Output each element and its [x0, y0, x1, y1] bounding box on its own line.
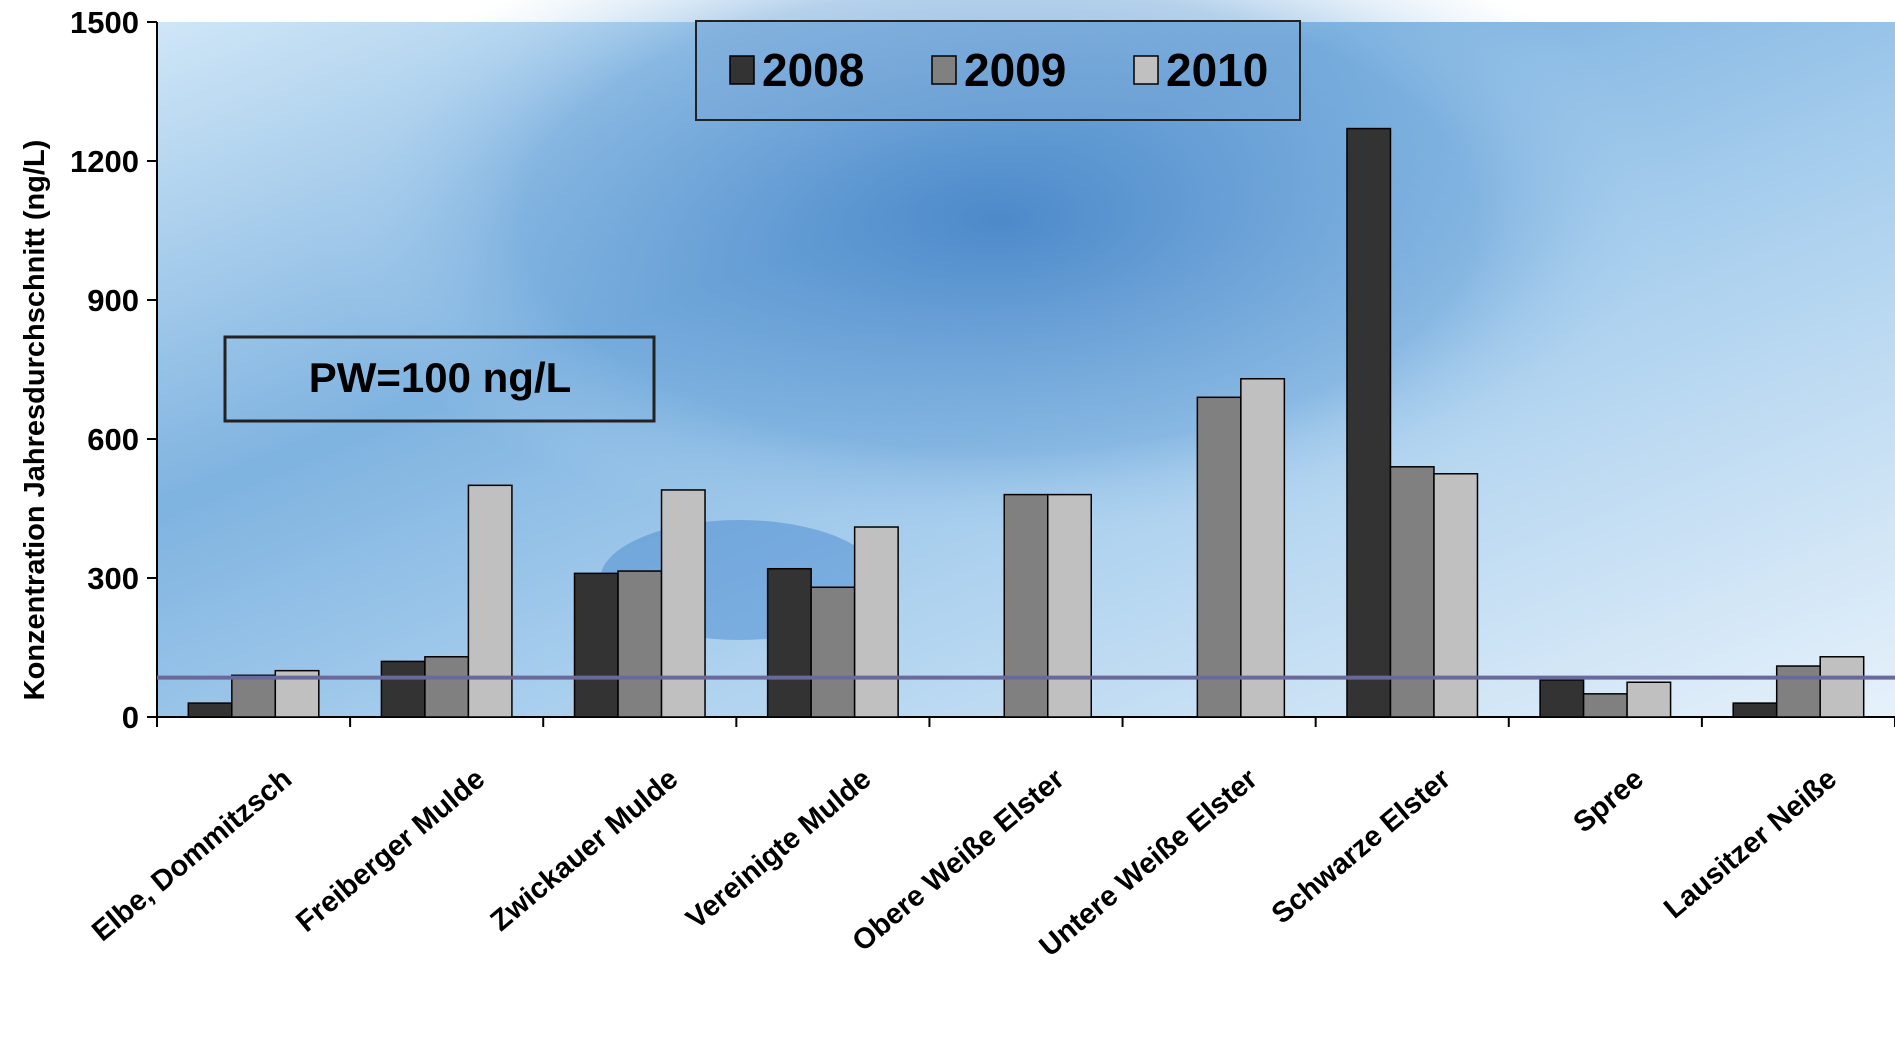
- bar: [424, 656, 470, 718]
- bar: [467, 484, 513, 718]
- x-tick-label: Untere Weiße Elster: [1034, 763, 1264, 963]
- legend-swatch: [1133, 55, 1159, 85]
- x-tick-label: Spree: [1568, 763, 1650, 839]
- x-tick-label: Elbe, Dommitzsch: [86, 763, 298, 948]
- legend-swatch: [931, 55, 957, 85]
- bar: [1047, 493, 1092, 718]
- y-axis-title: Konzentration Jahresdurchschnitt (ng/L): [19, 140, 51, 701]
- bar: [231, 674, 277, 718]
- bar: [617, 570, 663, 718]
- annotation: PW=100 ng/L: [309, 354, 572, 401]
- bar: [1582, 693, 1628, 718]
- y-tick-label: 1200: [70, 144, 139, 179]
- x-tick-label: Freiberger Mulde: [290, 763, 491, 939]
- bar: [766, 567, 812, 718]
- bar: [573, 572, 619, 718]
- bar: [1346, 127, 1392, 718]
- legend-label: 2008: [762, 44, 864, 96]
- bar: [1003, 493, 1049, 718]
- bar: [1626, 681, 1672, 718]
- x-tick-label: Lausitzer Neiße: [1658, 763, 1843, 925]
- bar: [1196, 396, 1242, 718]
- legend: [695, 20, 1301, 121]
- bar: [810, 586, 856, 718]
- bar: [1389, 466, 1435, 718]
- legend-label: 2009: [964, 44, 1066, 96]
- bar: [1240, 378, 1286, 718]
- y-tick-label: 900: [87, 283, 139, 318]
- annotation-box: [223, 335, 656, 423]
- bar: [1819, 656, 1865, 718]
- bar: [187, 702, 233, 718]
- x-tick-label: Vereinigte Mulde: [680, 763, 877, 936]
- background-glass: [320, 0, 1680, 550]
- bar: [380, 660, 426, 718]
- x-tick-label: Obere Weiße Elster: [847, 763, 1071, 958]
- bar: [853, 526, 899, 718]
- bar: [1539, 679, 1585, 718]
- legend-swatch: [729, 55, 755, 85]
- bar: [660, 489, 706, 718]
- x-tick-label: Zwickauer Mulde: [485, 763, 685, 938]
- bar: [1433, 473, 1479, 718]
- bar: [1775, 665, 1821, 718]
- y-tick-label: 1500: [70, 5, 139, 40]
- bar: [1732, 702, 1778, 718]
- y-tick-label: 300: [87, 561, 139, 596]
- legend-label: 2010: [1166, 44, 1268, 96]
- y-tick-label: 600: [87, 422, 139, 457]
- y-tick-label: 0: [122, 700, 139, 735]
- x-tick-label: Schwarze Elster: [1266, 763, 1457, 931]
